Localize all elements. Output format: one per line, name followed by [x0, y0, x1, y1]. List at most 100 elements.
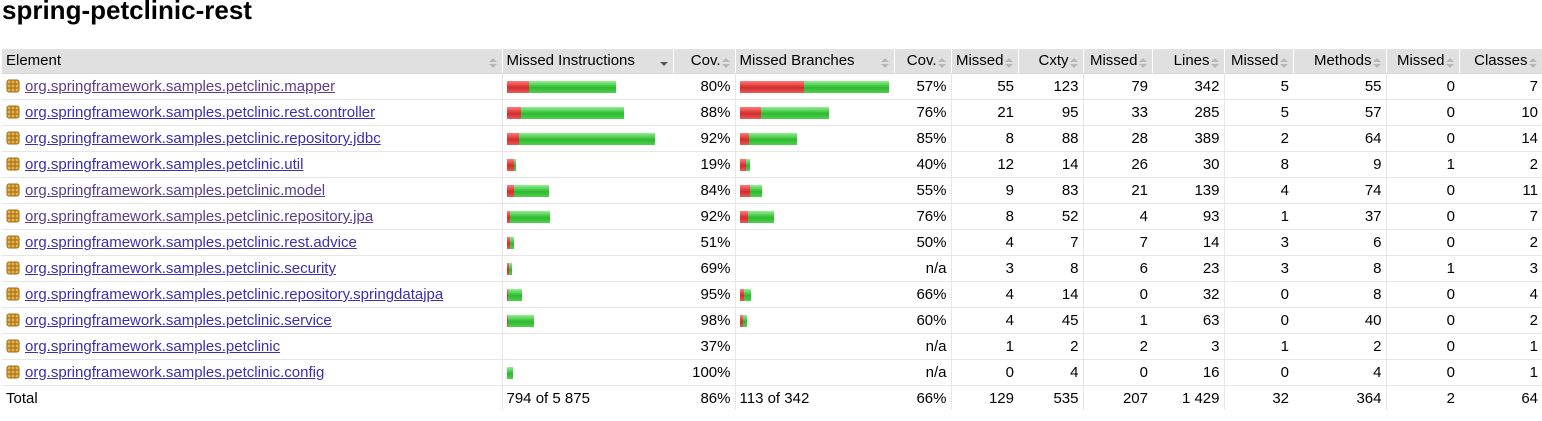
branches-missed-segment — [739, 158, 746, 171]
branches-coverage: n/a — [894, 255, 951, 282]
instructions-covered-segment — [509, 236, 514, 249]
header-branches-coverage[interactable]: Cov. — [894, 49, 952, 74]
sort-icon — [1138, 58, 1148, 70]
branches-bar — [739, 132, 891, 145]
missed-lines: 33 — [1082, 99, 1152, 126]
header-missed-methods[interactable]: Missed — [1223, 49, 1294, 74]
instructions-covered-segment — [528, 80, 616, 93]
complexity: 123 — [1018, 73, 1083, 100]
package-link[interactable]: org.springframework.samples.petclinic.co… — [25, 364, 325, 381]
package-link[interactable]: org.springframework.samples.petclinic.re… — [25, 234, 357, 251]
package-link[interactable]: org.springframework.samples.petclinic.re… — [25, 286, 444, 303]
complexity: 14 — [1018, 281, 1083, 308]
package-icon — [6, 339, 20, 353]
instructions-coverage: 69% — [673, 255, 735, 282]
complexity: 52 — [1018, 203, 1083, 230]
classes: 2 — [1459, 307, 1542, 334]
branches-coverage: 66% — [894, 281, 951, 308]
missed-complexity: 4 — [950, 307, 1018, 334]
sort-down-icon — [659, 58, 669, 70]
branches-bar-cell — [734, 73, 894, 100]
header-missed-classes[interactable]: Missed — [1385, 49, 1460, 74]
package-link[interactable]: org.springframework.samples.petclinic.mo… — [25, 182, 326, 199]
header-methods[interactable]: Methods — [1293, 49, 1387, 74]
classes: 3 — [1459, 255, 1542, 282]
header-classes[interactable]: Classes — [1459, 49, 1542, 74]
complexity: 45 — [1018, 307, 1083, 334]
instructions-covered-segment — [507, 288, 522, 301]
branches-missed-segment — [739, 132, 749, 145]
sort-icon — [488, 58, 498, 70]
methods: 2 — [1293, 333, 1386, 360]
sort-icon — [880, 58, 890, 70]
branches-bar-cell — [734, 125, 894, 152]
header-instructions-coverage[interactable]: Cov. — [673, 49, 736, 74]
package-link[interactable]: org.springframework.samples.petclinic.se… — [25, 312, 332, 329]
package-link[interactable]: org.springframework.samples.petclinic.ut… — [25, 156, 304, 173]
branches-bar-cell — [734, 99, 894, 126]
header-complexity[interactable]: Cxty — [1018, 49, 1084, 74]
package-link[interactable]: org.springframework.samples.petclinic.re… — [25, 130, 381, 147]
package-icon — [6, 79, 20, 93]
package-icon — [6, 131, 20, 145]
missed-classes: 0 — [1385, 229, 1459, 256]
package-link[interactable]: org.springframework.samples.petclinic.re… — [25, 104, 376, 121]
instructions-missed-segment — [506, 158, 514, 171]
methods: 57 — [1293, 99, 1386, 126]
branches-bar-cell — [734, 229, 894, 256]
lines: 93 — [1152, 203, 1224, 230]
classes: 2 — [1459, 229, 1542, 256]
instructions-bar — [506, 366, 670, 379]
header-element[interactable]: Element — [2, 49, 503, 74]
methods: 8 — [1293, 255, 1386, 282]
instructions-covered-segment — [506, 366, 513, 379]
package-link[interactable]: org.springframework.samples.petclinic.ma… — [25, 78, 336, 95]
instructions-missed-segment — [506, 262, 509, 275]
missed-methods: 5 — [1223, 99, 1293, 126]
instructions-coverage: 80% — [673, 73, 735, 100]
branches-covered-segment — [760, 106, 829, 119]
header-missed-complexity[interactable]: Missed — [950, 49, 1019, 74]
total-instructions-coverage: 86% — [673, 385, 735, 410]
package-icon — [6, 287, 20, 301]
header-missed-lines[interactable]: Missed — [1082, 49, 1153, 74]
methods: 6 — [1293, 229, 1386, 256]
page-title: spring-petclinic-rest — [2, 0, 252, 25]
table-row: org.springframework.samples.petclinic.re… — [2, 229, 1542, 256]
missed-methods: 3 — [1223, 255, 1293, 282]
package-icon — [6, 209, 20, 223]
instructions-bar-cell — [501, 125, 673, 152]
package-cell: org.springframework.samples.petclinic.mo… — [2, 177, 502, 204]
missed-classes: 0 — [1385, 359, 1459, 386]
instructions-bar — [506, 210, 670, 223]
package-link[interactable]: org.springframework.samples.petclinic — [25, 338, 281, 355]
instructions-coverage: 88% — [673, 99, 735, 126]
instructions-coverage: 84% — [673, 177, 735, 204]
package-link[interactable]: org.springframework.samples.petclinic.se… — [25, 260, 336, 277]
sort-icon — [721, 58, 731, 70]
instructions-covered-segment — [507, 314, 534, 327]
instructions-missed-segment — [506, 236, 510, 249]
header-lines[interactable]: Lines — [1152, 49, 1225, 74]
lines: 3 — [1152, 333, 1224, 360]
package-icon — [6, 313, 20, 327]
package-cell: org.springframework.samples.petclinic.re… — [2, 125, 502, 152]
missed-classes: 0 — [1385, 125, 1459, 152]
branches-coverage: 57% — [894, 73, 951, 100]
sort-icon — [1372, 58, 1382, 70]
header-missed-instructions[interactable]: Missed Instructions — [501, 49, 674, 74]
table-row: org.springframework.samples.petclinic.re… — [2, 203, 1542, 230]
missed-complexity: 8 — [950, 125, 1018, 152]
lines: 23 — [1152, 255, 1224, 282]
header-missed-branches[interactable]: Missed Branches — [734, 49, 895, 74]
branches-coverage: 55% — [894, 177, 951, 204]
instructions-missed-segment — [506, 314, 508, 327]
sort-icon — [1069, 58, 1079, 70]
package-link[interactable]: org.springframework.samples.petclinic.re… — [25, 208, 374, 225]
sort-icon — [1210, 58, 1220, 70]
methods: 8 — [1293, 281, 1386, 308]
table-row: org.springframework.samples.petclinic 37%… — [2, 333, 1542, 360]
missed-lines: 26 — [1082, 151, 1152, 178]
instructions-coverage: 51% — [673, 229, 735, 256]
missed-complexity: 1 — [950, 333, 1018, 360]
